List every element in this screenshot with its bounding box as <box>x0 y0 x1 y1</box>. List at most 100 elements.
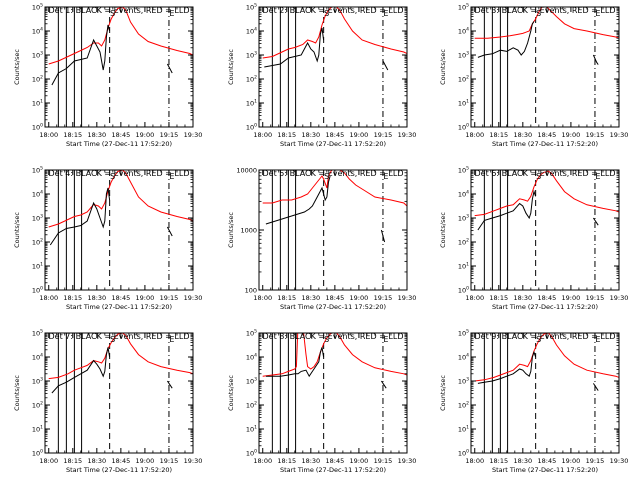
y-tick-label: 105 <box>32 329 43 338</box>
y-tick-label: 10000 <box>236 167 257 175</box>
y-tick-label: 101 <box>458 425 469 434</box>
events-series-line <box>265 347 325 378</box>
y-tick-label: 105 <box>32 166 43 175</box>
panel-title: Det 7: BLACK = Events, RED = LLD <box>49 332 190 341</box>
y-tick-label: 104 <box>246 27 257 36</box>
y-tick-label: 104 <box>32 27 43 36</box>
x-axis: 18:00 18:15 18:30 18:45 19:00 19:15 19:30 <box>465 333 628 465</box>
lld-series-line <box>48 7 193 65</box>
time-markers <box>57 333 170 453</box>
y-axis: 100 101 102 103 104 105 <box>458 166 619 295</box>
detector-panel-1: S E 100 101 102 103 104 105 Counts/sec 18:00 18:15… <box>13 3 202 149</box>
events-series-line <box>477 21 535 58</box>
x-tick-label: 18:00 <box>465 294 484 302</box>
marker-letter-s: S <box>110 172 115 181</box>
time-markers <box>57 170 170 290</box>
panel-title: Det 3: BLACK = Events, RED = LLD <box>475 6 616 15</box>
marker-letter-e: E <box>169 9 174 18</box>
x-tick-label: 19:00 <box>350 457 369 465</box>
marker-letter-e: E <box>169 335 174 344</box>
marker-letter-e: E <box>595 335 600 344</box>
y-tick-label: 102 <box>246 401 257 410</box>
y-tick-label: 100 <box>458 449 469 458</box>
time-markers <box>271 170 384 290</box>
y-tick-label: 103 <box>246 51 257 60</box>
y-tick-label: 101 <box>246 425 257 434</box>
detector-panel-8: S E 100 101 102 103 104 105 Counts/sec 18:00 18:15… <box>227 329 416 475</box>
y-tick-label: 105 <box>246 329 257 338</box>
x-tick-label: 19:15 <box>586 294 605 302</box>
y-tick-label: 102 <box>458 75 469 84</box>
y-axis: 100 101 102 103 104 105 <box>458 3 619 132</box>
x-tick-label: 18:15 <box>63 294 82 302</box>
marker-letter-s: S <box>536 172 541 181</box>
series-group <box>48 333 193 394</box>
time-markers <box>483 333 596 453</box>
x-tick-label: 18:15 <box>63 131 82 139</box>
x-tick-label: 19:00 <box>136 131 155 139</box>
x-tick-label: 18:15 <box>277 131 296 139</box>
y-tick-label: 100 <box>246 123 257 132</box>
x-tick-label: 18:15 <box>63 457 82 465</box>
lld-series-line <box>474 7 619 39</box>
series-group <box>48 7 193 86</box>
x-tick-label: 18:30 <box>301 457 320 465</box>
events-series-line <box>166 380 173 389</box>
time-markers <box>483 7 596 127</box>
plot-frame <box>258 332 408 454</box>
y-tick-label: 104 <box>246 353 257 362</box>
y-tick-label: 101 <box>458 262 469 271</box>
x-tick-label: 19:00 <box>562 131 581 139</box>
x-tick-label: 19:30 <box>184 294 203 302</box>
detector-panel-7: S E 100 101 102 103 104 105 Counts/sec 18:00 18:15… <box>13 329 202 475</box>
x-tick-label: 18:45 <box>112 457 131 465</box>
y-axis: 100 101 102 103 104 105 <box>32 3 193 132</box>
x-tick-label: 19:00 <box>562 457 581 465</box>
x-tick-label: 19:00 <box>136 457 155 465</box>
y-tick-label: 104 <box>32 353 43 362</box>
y-tick-label: 100 <box>32 123 43 132</box>
series-group <box>474 170 619 231</box>
y-tick-label: 1000 <box>240 227 257 235</box>
detector-panel-3: S E 100 101 102 103 104 105 Counts/sec 18:00 18:15… <box>439 3 628 149</box>
y-tick-label: 103 <box>458 214 469 223</box>
y-tick-label: 104 <box>458 353 469 362</box>
time-markers <box>271 333 384 453</box>
series-group <box>262 333 407 389</box>
detector-panel-2: S E 100 101 102 103 104 105 Counts/sec 18:00 18:15… <box>227 3 416 149</box>
plot-frame <box>44 169 194 291</box>
x-tick-label: 18:00 <box>253 131 272 139</box>
y-tick-label: 100 <box>458 123 469 132</box>
series-group <box>474 7 619 65</box>
x-tick-label: 18:30 <box>301 294 320 302</box>
series-group <box>262 7 407 71</box>
x-tick-label: 19:00 <box>136 294 155 302</box>
x-tick-label: 19:30 <box>184 131 203 139</box>
y-tick-label: 101 <box>458 99 469 108</box>
events-series-line <box>49 187 111 246</box>
detector-panel-9: S E 100 101 102 103 104 105 Counts/sec 18:00 18:15… <box>439 329 628 475</box>
marker-letter-s: S <box>110 9 115 18</box>
y-tick-label: 105 <box>458 3 469 12</box>
marker-letter-s: S <box>324 335 329 344</box>
x-tick-label: 19:30 <box>610 294 629 302</box>
y-tick-label: 105 <box>246 3 257 12</box>
lld-series-line <box>262 7 407 59</box>
lld-series-line <box>474 333 619 382</box>
y-tick-label: 100 <box>32 449 43 458</box>
x-tick-label: 18:15 <box>277 294 296 302</box>
x-tick-label: 19:15 <box>160 457 179 465</box>
y-tick-label: 102 <box>246 75 257 84</box>
y-tick-label: 102 <box>458 238 469 247</box>
x-tick-label: 18:45 <box>538 457 557 465</box>
x-axis-label: Start Time (27-Dec-11 17:52:20) <box>492 303 598 311</box>
plot-frame <box>470 169 620 291</box>
x-tick-label: 18:00 <box>39 131 58 139</box>
x-tick-label: 18:45 <box>326 457 345 465</box>
x-tick-label: 18:45 <box>326 131 345 139</box>
x-axis-label: Start Time (27-Dec-11 17:52:20) <box>66 140 172 148</box>
x-tick-label: 18:30 <box>87 294 106 302</box>
y-tick-label: 105 <box>458 166 469 175</box>
y-axis-label: Counts/sec <box>439 375 447 411</box>
